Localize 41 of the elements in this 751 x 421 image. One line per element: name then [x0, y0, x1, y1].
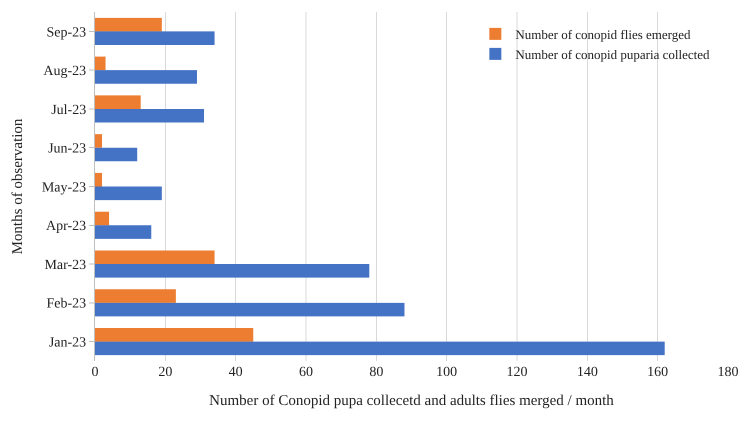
x-tick-label: 20 [158, 365, 172, 380]
x-tick-label: 40 [228, 365, 243, 380]
x-tick-label: 180 [718, 365, 738, 380]
y-tick-label: Sep-23 [46, 25, 86, 40]
y-tick-label: Jun-23 [48, 142, 86, 157]
bar [95, 56, 106, 70]
bar [95, 31, 215, 45]
bar [95, 212, 110, 226]
legend-label: Number of conopid puparia collected [515, 46, 710, 62]
bar [95, 264, 370, 278]
x-tick-label: 140 [576, 365, 598, 380]
x-axis-title: Number of Conopid pupa collecetd and adults flies merged / month [209, 393, 614, 409]
x-tick-label: 100 [436, 365, 458, 380]
bar [95, 328, 254, 342]
bar [95, 225, 152, 239]
x-tick-label: 160 [647, 365, 668, 380]
x-tick-label: 0 [92, 365, 98, 380]
bar [95, 186, 162, 200]
y-tick-label: Jan-23 [48, 336, 86, 351]
x-tick-label: 120 [506, 365, 528, 380]
y-tick-label: Apr-23 [46, 219, 86, 234]
bar [95, 18, 162, 32]
bar [95, 108, 204, 123]
y-axis-title: Months of observation [10, 118, 26, 254]
legend-label: Number of conopid flies emerged [515, 27, 692, 42]
bar [95, 95, 141, 109]
y-tick-label: Feb-23 [46, 296, 86, 312]
bar [95, 148, 138, 162]
bar [95, 302, 404, 316]
y-tick-label: May-23 [42, 180, 86, 196]
bar [95, 342, 665, 356]
y-tick-label: Jul-23 [51, 102, 86, 118]
x-tick-label: 60 [299, 365, 313, 380]
bar [95, 134, 102, 148]
bar [95, 70, 197, 84]
x-tick-label: 80 [369, 365, 384, 380]
bar [95, 250, 215, 264]
y-tick-label: Mar-23 [44, 258, 86, 273]
y-tick-label: Aug-23 [43, 64, 86, 80]
bar [95, 172, 102, 186]
bar [95, 289, 176, 303]
